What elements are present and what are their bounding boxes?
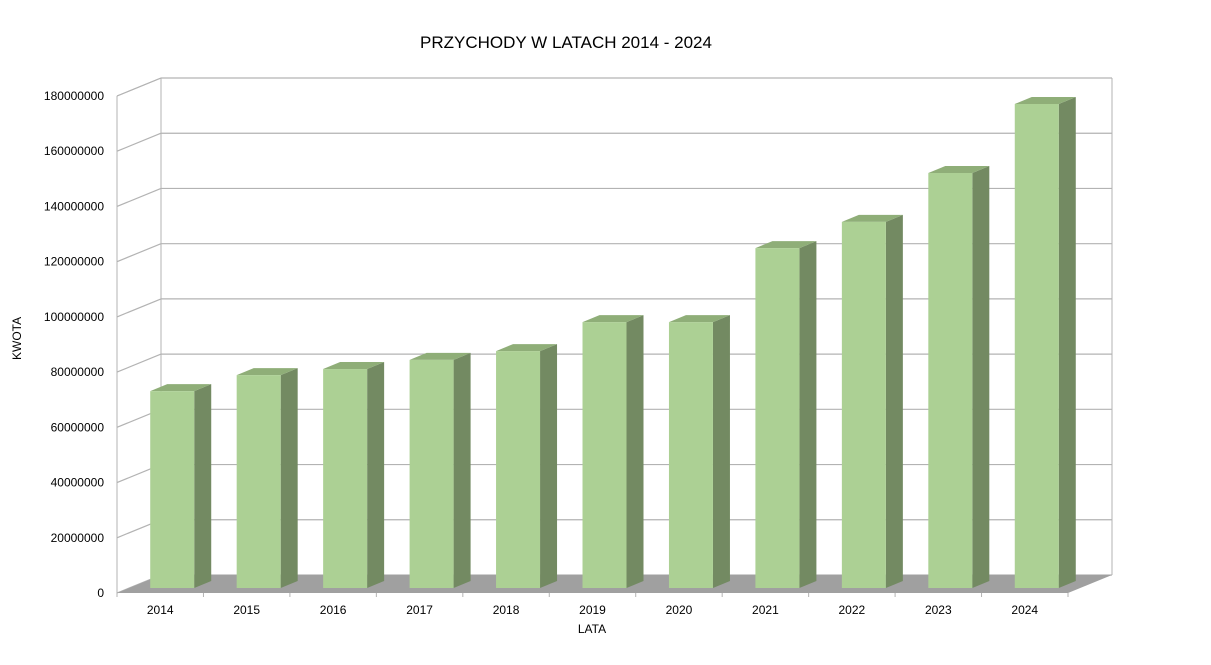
x-tick-label: 2020 [666, 603, 693, 617]
x-tick-label: 2023 [925, 603, 952, 617]
y-tick-label: 40000000 [51, 476, 105, 490]
y-tick-label: 180000000 [44, 89, 104, 103]
bar-2018 [496, 344, 558, 588]
x-tick-label: 2017 [406, 603, 433, 617]
x-tick-label: 2016 [320, 603, 347, 617]
x-tick-label: 2018 [493, 603, 520, 617]
y-tick-label: 100000000 [44, 310, 104, 324]
x-tick-label: 2014 [147, 603, 174, 617]
y-tick-label: 160000000 [44, 144, 104, 158]
x-tick-label: 2021 [752, 603, 779, 617]
y-tick-label: 80000000 [51, 365, 105, 379]
bar-2024 [1014, 96, 1076, 588]
chart-title: PRZYCHODY W LATACH 2014 - 2024 [420, 33, 712, 52]
x-tick-label: 2019 [579, 603, 606, 617]
bar-2021 [755, 241, 817, 588]
bar-2020 [668, 315, 730, 588]
bars [150, 96, 1076, 589]
bar-2022 [841, 214, 903, 589]
y-tick-label: 140000000 [44, 199, 104, 213]
y-tick-label: 0 [97, 586, 104, 600]
y-tick-label: 20000000 [51, 531, 105, 545]
bar-2023 [928, 166, 990, 588]
x-tick-label: 2015 [233, 603, 260, 617]
bar-2014 [150, 384, 212, 588]
x-tick-label: 2024 [1011, 603, 1038, 617]
bar-2019 [582, 315, 644, 588]
bar-2017 [409, 352, 471, 588]
y-tick-label: 60000000 [51, 420, 105, 434]
y-axis-ticks: 0 20000000 40000000 60000000 80000000 1000000… [44, 89, 104, 600]
bar-2015 [236, 368, 298, 588]
y-tick-label: 120000000 [44, 255, 104, 269]
x-axis-ticks: 2014 2015 2016 2017 2018 2019 2020 2021 2022 2023… [116, 593, 1069, 617]
x-tick-label: 2022 [839, 603, 866, 617]
bar-2016 [323, 362, 385, 588]
x-axis-label: LATA [577, 622, 607, 636]
